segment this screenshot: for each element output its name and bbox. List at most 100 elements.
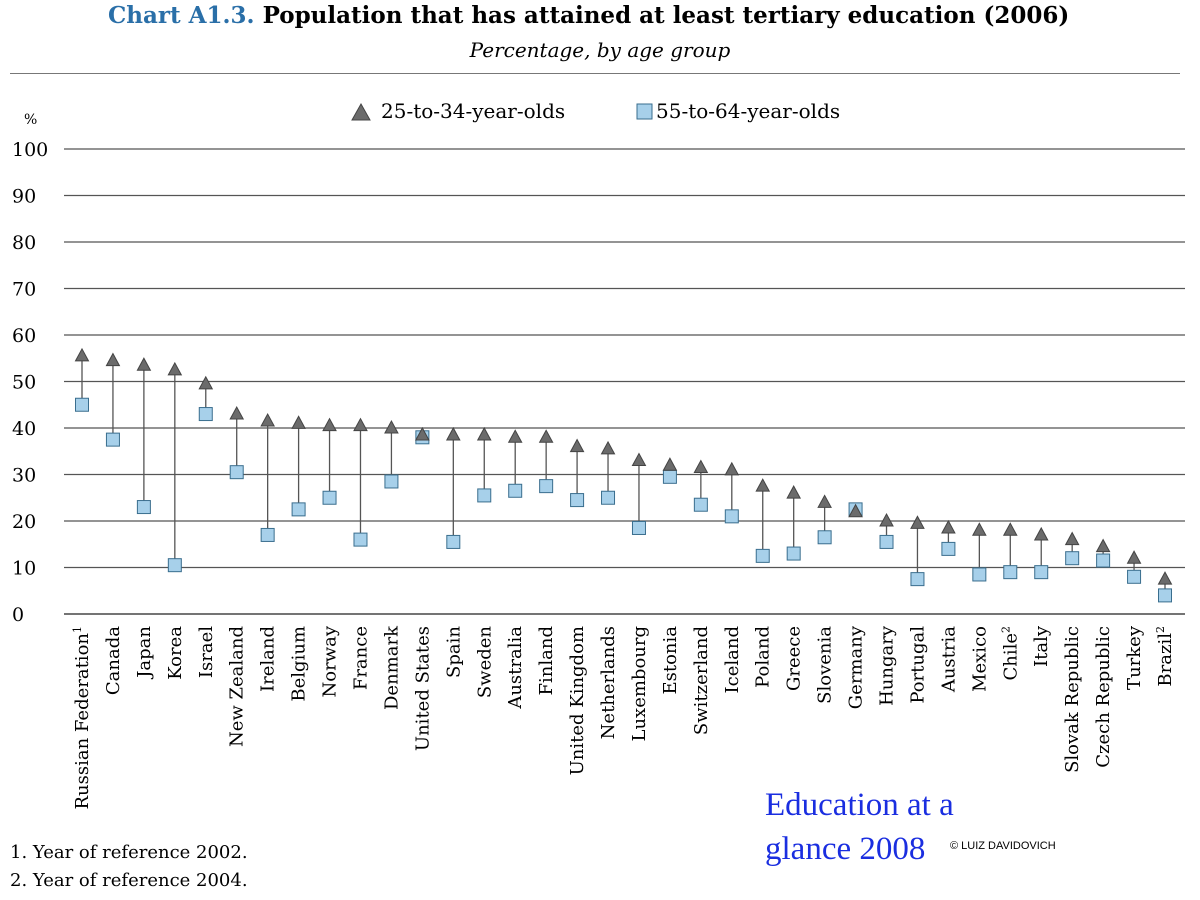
source-credit: Education at a glance 2008	[765, 787, 954, 867]
x-tick-label: Sweden	[474, 626, 495, 699]
data-point-55-64	[755, 548, 770, 563]
data-point-25-34	[569, 438, 585, 453]
x-tick-label: Brazil2	[1154, 626, 1176, 687]
data-point-25-34	[167, 361, 183, 376]
x-tick-label: Spain	[443, 626, 464, 678]
x-tick-label: Netherlands	[598, 626, 619, 739]
data-point-55-64	[879, 534, 894, 549]
data-point-25-34	[1002, 522, 1018, 536]
x-tick-label: Australia	[505, 626, 526, 710]
data-point-25-34	[910, 515, 925, 529]
data-point-55-64	[662, 469, 677, 484]
data-point-55-64	[693, 497, 708, 512]
data-point-25-34	[879, 512, 894, 527]
data-point-25-34	[972, 522, 987, 536]
x-tick-label: Austria	[938, 626, 959, 693]
data-point-25-34	[507, 429, 523, 443]
y-tick-label: 40	[12, 418, 36, 440]
data-point-25-34	[105, 352, 121, 367]
data-point-55-64	[941, 541, 956, 556]
data-point-25-34	[1064, 531, 1080, 546]
data-point-25-34	[476, 426, 492, 441]
data-point-25-34	[260, 412, 275, 427]
x-tick-label: Chile2	[999, 626, 1021, 681]
data-point-55-64	[539, 479, 554, 494]
chart-title: Population that has attained at least te…	[262, 2, 1070, 29]
chart-plot: 0 10 20 30 40 50 60 70 80 90 100% 25-to-34-year-old…	[12, 99, 1185, 810]
x-tick-label: Hungary	[877, 625, 898, 706]
y-tick-label: 0	[12, 604, 24, 626]
legend-label: 25-to-34-year-olds	[381, 99, 565, 123]
title-divider	[10, 73, 1180, 74]
copyright-notice: © LUIZ DAVIDOVICH	[950, 840, 1056, 852]
data-point-55-64	[1096, 553, 1111, 568]
data-point-55-64	[972, 567, 987, 582]
data-point-55-64	[601, 490, 616, 505]
x-tick-label: Japan	[134, 626, 155, 680]
data-point-55-64	[167, 558, 182, 573]
x-tick-label: Slovenia	[815, 626, 836, 704]
footnote-1: 1. Year of reference 2002.	[10, 842, 248, 863]
x-tick-label: Switzerland	[691, 626, 712, 735]
data-point-25-34	[1033, 526, 1049, 541]
data-point-55-64	[1065, 551, 1080, 566]
data-point-55-64	[1158, 588, 1172, 603]
x-tick-label: Mexico	[969, 626, 990, 692]
data-point-55-64	[75, 397, 89, 412]
data-point-25-34	[786, 485, 802, 499]
data-point-55-64	[631, 520, 646, 535]
x-tick-label: Slovak Republic	[1062, 626, 1083, 773]
x-tick-label: Canada	[103, 626, 124, 695]
data-point-25-34	[445, 426, 461, 441]
data-point-55-64	[910, 572, 925, 587]
chart-title-block: Chart A1.3. Population that has attained…	[108, 2, 1069, 29]
data-point-25-34	[415, 426, 430, 441]
legend-label: 55-to-64-year-olds	[656, 99, 840, 123]
data-point-25-34	[848, 503, 863, 518]
data-point-55-64	[446, 534, 461, 549]
x-tick-label: Ireland	[258, 626, 279, 692]
y-axis-label: %	[24, 112, 37, 128]
data-point-55-64	[1127, 569, 1142, 584]
x-tick-label: Poland	[753, 626, 774, 688]
data-point-55-64	[384, 474, 399, 489]
data-point-55-64	[198, 407, 213, 422]
data-point-25-34	[817, 494, 832, 508]
x-tick-label: Greece	[784, 626, 805, 691]
y-tick-label: 20	[12, 511, 36, 533]
data-point-55-64	[570, 493, 585, 508]
y-tick-label: 50	[12, 372, 36, 394]
y-tick-label: 90	[12, 186, 36, 208]
chart-subtitle: Percentage, by age group	[469, 38, 731, 62]
data-point-55-64	[136, 500, 151, 515]
x-tick-label: Norway	[320, 625, 341, 697]
y-tick-label: 30	[12, 465, 36, 487]
y-tick-label: 10	[12, 558, 36, 580]
data-point-25-34	[662, 457, 678, 471]
data-point-55-64	[260, 527, 275, 542]
data-point-25-34	[1157, 571, 1173, 585]
footnote-2: 2. Year of reference 2004.	[10, 870, 248, 891]
x-tick-label: Germany	[846, 625, 867, 709]
x-tick-label: France	[350, 626, 371, 690]
data-point-55-64	[786, 546, 801, 561]
legend-square-icon	[636, 103, 653, 120]
x-tick-label: Luxembourg	[629, 626, 650, 742]
x-tick-label: Iceland	[722, 626, 743, 693]
x-tick-label: United Kingdom	[567, 626, 588, 775]
y-tick-label: 60	[12, 325, 36, 347]
x-tick-label: United States	[412, 626, 433, 751]
data-point-55-64	[1003, 565, 1018, 580]
data-point-55-64	[508, 483, 523, 498]
data-point-25-34	[353, 417, 368, 432]
data-point-25-34	[1095, 538, 1111, 553]
data-point-55-64	[229, 465, 244, 480]
data-point-25-34	[755, 478, 771, 492]
data-point-55-64	[105, 432, 120, 447]
x-tick-label: Italy	[1031, 625, 1052, 667]
data-point-25-34	[693, 459, 709, 474]
data-point-25-34	[538, 429, 554, 443]
x-tick-label: Estonia	[660, 626, 681, 695]
data-point-25-34	[229, 406, 245, 420]
x-tick-label: Russian Federation1	[71, 626, 93, 810]
